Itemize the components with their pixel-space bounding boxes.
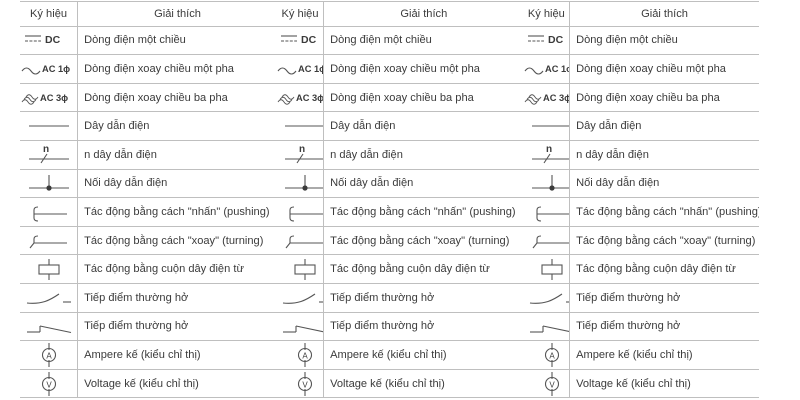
svg-text:n: n — [43, 144, 49, 155]
svg-text:AC 3ϕ: AC 3ϕ — [40, 92, 68, 102]
svg-text:A: A — [549, 351, 555, 360]
svg-text:AC 3ϕ: AC 3ϕ — [543, 92, 570, 102]
svg-text:n: n — [299, 144, 305, 155]
svg-text:V: V — [302, 380, 308, 389]
svg-text:AC 1ϕ: AC 1ϕ — [545, 64, 570, 74]
svg-text:n: n — [546, 144, 552, 155]
svg-text:DC: DC — [548, 34, 564, 46]
svg-text:AC 1ϕ: AC 1ϕ — [42, 64, 70, 74]
svg-text:V: V — [46, 380, 52, 389]
svg-text:AC 1ϕ: AC 1ϕ — [298, 64, 324, 74]
svg-text:AC 3ϕ: AC 3ϕ — [296, 92, 324, 102]
svg-text:A: A — [302, 351, 308, 360]
svg-text:A: A — [46, 351, 52, 360]
svg-text:V: V — [549, 380, 555, 389]
svg-text:DC: DC — [301, 34, 317, 46]
svg-text:DC: DC — [45, 34, 61, 46]
